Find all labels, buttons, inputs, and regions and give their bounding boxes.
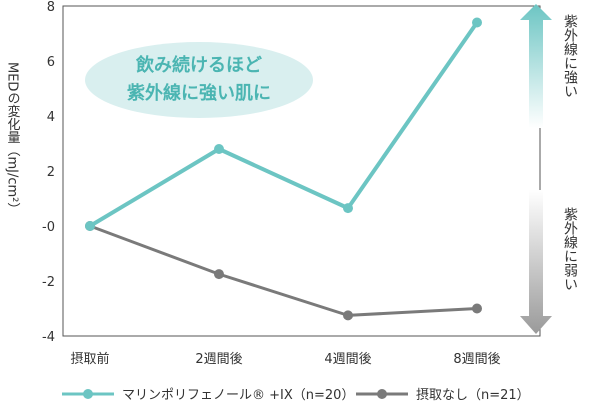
y-tick-label: -2 <box>42 275 55 290</box>
x-tick-label: 8週間後 <box>453 352 500 367</box>
series-line-supplement <box>88 21 479 228</box>
data-point-supplement <box>343 203 353 214</box>
series-layer <box>85 17 482 321</box>
legend-marker-supplement <box>83 389 93 399</box>
x-tick-label: 2週間後 <box>195 352 242 367</box>
y-tick-label: 2 <box>47 165 55 180</box>
series-line-control <box>89 224 478 317</box>
weak-arrow <box>520 190 552 334</box>
data-point-supplement <box>85 221 95 231</box>
annotation-bubble <box>85 42 313 118</box>
x-tick-label: 摂取前 <box>70 351 109 367</box>
strong-uv-label: 紫外線に強い <box>562 14 578 98</box>
data-point-supplement <box>472 17 482 28</box>
data-point-control <box>472 303 482 314</box>
y-tick-label: 4 <box>47 110 55 125</box>
y-tick-label: 6 <box>47 55 55 70</box>
data-point-control <box>343 310 353 321</box>
legend-marker-control <box>377 389 387 399</box>
annotation-bubble-line2: 紫外線に強い肌に <box>127 82 271 104</box>
x-tick-label: 4週間後 <box>324 352 371 367</box>
y-tick-label: -0 <box>42 220 55 235</box>
weak-uv-label: 紫外線に弱い <box>562 207 578 291</box>
strong-arrow <box>520 4 552 128</box>
plot-frame <box>62 5 541 337</box>
legend-label-supplement: マリンポリフェノール® +IX（n=20） <box>122 388 354 403</box>
annotation-bubble-line1: 飲み続けるほど <box>135 54 262 76</box>
data-point-control <box>214 269 224 280</box>
y-axis-label: MEDの変化量（mJ/cm²） <box>5 62 21 215</box>
legend-label-control: 摂取なし（n=21） <box>416 387 530 403</box>
data-point-supplement <box>214 144 224 154</box>
tick-layer: -4 -2 -0 2 4 6 8 摂取前 2週間後 4週間後 8週間後 <box>42 0 501 367</box>
y-tick-label: 8 <box>47 0 55 15</box>
y-tick-label: -4 <box>42 330 55 345</box>
